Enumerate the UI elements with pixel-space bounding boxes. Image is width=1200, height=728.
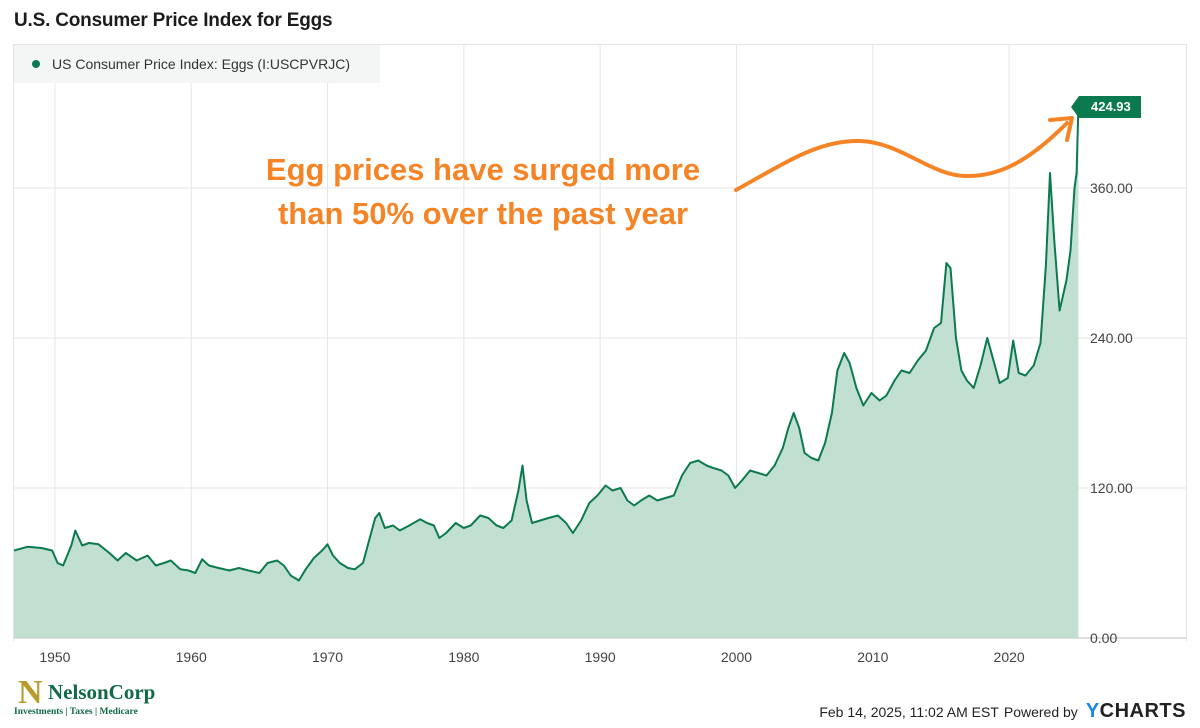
logo-tagline: Investments | Taxes | Medicare bbox=[14, 707, 138, 717]
logo-name: NelsonCorp bbox=[48, 680, 156, 704]
footer-powered-by: Powered by bbox=[1003, 703, 1078, 720]
x-tick-label: 2000 bbox=[721, 649, 752, 665]
annotation-line-2: than 50% over the past year bbox=[277, 196, 689, 231]
legend-label: US Consumer Price Index: Eggs (I:USCPVRJ… bbox=[52, 56, 350, 72]
footer-timestamp: Feb 14, 2025, 11:02 AM EST bbox=[819, 703, 999, 720]
y-tick-label: 360.00 bbox=[1090, 180, 1133, 196]
series-area bbox=[14, 106, 1079, 639]
annotation-line-1: Egg prices have surged more bbox=[265, 152, 701, 187]
ycharts-logo[interactable]: YCHARTS bbox=[1086, 700, 1186, 723]
y-tick-label: 120.00 bbox=[1090, 480, 1133, 496]
annotation-arrowhead-icon bbox=[1048, 116, 1074, 142]
y-tick-label: 0.00 bbox=[1090, 630, 1117, 646]
x-tick-label: 2010 bbox=[857, 649, 888, 665]
nelsoncorp-logo: N NelsonCorp Investments | Taxes | Medic… bbox=[14, 676, 164, 720]
x-tick-label: 1970 bbox=[312, 649, 343, 665]
footer: Feb 14, 2025, 11:02 AM EST Powered by YC… bbox=[819, 700, 1186, 723]
y-axis-ticks: 0.00 120.00 240.00 360.00 bbox=[1090, 180, 1133, 646]
x-tick-label: 1990 bbox=[585, 649, 616, 665]
annotation-arrow bbox=[734, 121, 1069, 192]
last-value-badge: 424.93 bbox=[1071, 95, 1141, 118]
chart-title: U.S. Consumer Price Index for Eggs bbox=[14, 10, 333, 31]
logo-mark: N bbox=[18, 674, 43, 711]
x-tick-label: 2020 bbox=[994, 649, 1025, 665]
ycharts-logo-y: Y bbox=[1085, 700, 1100, 722]
y-tick-label: 240.00 bbox=[1090, 330, 1133, 346]
series-line[interactable] bbox=[13, 106, 1080, 582]
legend-dot-icon bbox=[32, 60, 40, 68]
x-axis-ticks: 1950 1960 1970 1980 1990 2000 2010 2020 bbox=[39, 649, 1025, 665]
x-tick-label: 1960 bbox=[176, 649, 207, 665]
x-tick-label: 1950 bbox=[39, 649, 70, 665]
plot-frame bbox=[13, 44, 1187, 641]
x-tick-label: 1980 bbox=[448, 649, 479, 665]
legend[interactable]: US Consumer Price Index: Eggs (I:USCPVRJ… bbox=[14, 45, 380, 83]
annotation-text: Egg prices have surged more than 50% ove… bbox=[228, 148, 738, 236]
ycharts-logo-rest: CHARTS bbox=[1099, 700, 1186, 722]
